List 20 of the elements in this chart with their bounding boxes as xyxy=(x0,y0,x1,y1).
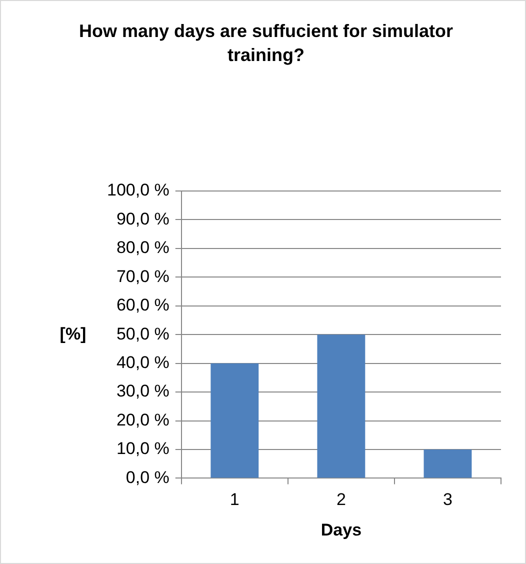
y-tick-label: 0,0 % xyxy=(126,468,170,487)
y-tick-label: 10,0 % xyxy=(116,439,170,458)
y-tick-label: 20,0 % xyxy=(116,410,170,430)
x-tick-label: 1 xyxy=(230,490,240,510)
bar xyxy=(317,334,366,478)
y-tick-label: 60,0 % xyxy=(116,296,170,315)
y-tick-label: 80,0 % xyxy=(116,238,170,258)
y-axis-title: [%] xyxy=(60,324,86,344)
y-tick-label: 70,0 % xyxy=(116,266,170,286)
bar xyxy=(424,449,472,478)
y-tick-label: 40,0 % xyxy=(116,353,170,372)
chart-title: How many days are suffucient for simulator training? xyxy=(78,20,454,67)
x-axis-title: Days xyxy=(320,520,362,540)
x-tick-label: 2 xyxy=(336,490,346,510)
x-tick-label: 3 xyxy=(442,490,452,510)
bar xyxy=(210,363,259,478)
y-tick-label: 100,0 % xyxy=(106,180,170,200)
y-tick-label: 50,0 % xyxy=(116,324,170,344)
y-tick-label: 90,0 % xyxy=(116,209,170,228)
y-tick-label: 30,0 % xyxy=(116,382,170,401)
